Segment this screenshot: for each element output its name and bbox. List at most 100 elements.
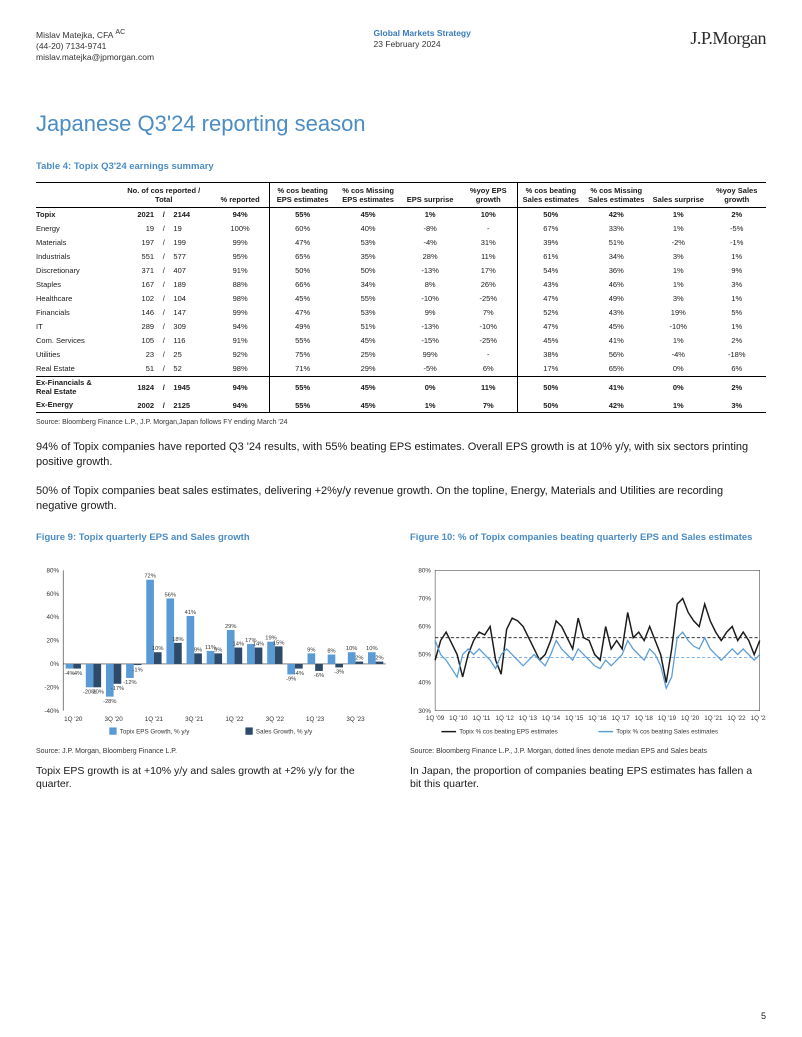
svg-text:10%: 10% [152,646,164,652]
svg-text:3Q '21: 3Q '21 [185,716,204,723]
figure-9-title: Figure 9: Topix quarterly EPS and Sales … [36,532,392,556]
svg-text:1Q '19: 1Q '19 [658,715,677,722]
svg-text:3Q '20: 3Q '20 [104,716,123,723]
col-sales-surprise: Sales surprise [649,182,707,207]
svg-text:-4%: -4% [294,671,304,677]
svg-text:-6%: -6% [314,673,324,679]
page-header: Mislav Matejka, CFA AC (44-20) 7134-9741… [36,28,766,63]
table-row: Industrials551/57795%65%35%28%11%61%34%3… [36,250,766,264]
paragraph-1: 94% of Topix companies have reported Q3 … [36,440,766,470]
svg-text:1Q '22: 1Q '22 [727,715,746,722]
svg-text:1Q '17: 1Q '17 [611,715,630,722]
svg-text:2%: 2% [375,655,383,661]
header-author-block: Mislav Matejka, CFA AC (44-20) 7134-9741… [36,28,154,63]
svg-text:1Q '23: 1Q '23 [306,716,325,723]
svg-text:18%: 18% [172,637,184,643]
svg-text:-12%: -12% [123,680,136,686]
svg-text:-3%: -3% [334,670,344,676]
col-yoy-eps: %yoy EPS growth [459,182,517,207]
svg-text:14%: 14% [233,641,245,647]
page-title: Japanese Q3'24 reporting season [36,111,766,137]
svg-text:Topix EPS Growth, % y/y: Topix EPS Growth, % y/y [120,729,191,736]
table4-earnings: No. of cos reported / Total % reported %… [36,182,766,414]
col-miss-eps: % cos Missing EPS estimates [335,182,401,207]
figure-9-caption: Topix EPS growth is at +10% y/y and sale… [36,765,392,792]
header-strategy-block: Global Markets Strategy 23 February 2024 [374,28,471,50]
svg-text:-4%: -4% [72,671,82,677]
svg-text:3Q '23: 3Q '23 [346,716,365,723]
col-eps-surprise: EPS surprise [401,182,459,207]
svg-text:60%: 60% [46,591,59,598]
table4-body: Topix2021/214494%55%45%1%10%50%42%1%2%En… [36,207,766,376]
svg-text:0%: 0% [50,661,59,668]
table-row: Financials146/14799%47%53%9%7%52%43%19%5… [36,306,766,320]
svg-text:40%: 40% [46,614,59,621]
figure-10-source: Source: Bloomberg Finance L.P., J.P. Mor… [410,748,766,755]
author-email: mislav.matejka@jpmorgan.com [36,52,154,63]
svg-text:1Q '12: 1Q '12 [496,715,515,722]
svg-text:9%: 9% [194,647,202,653]
svg-text:1Q '14: 1Q '14 [542,715,561,722]
svg-text:1Q '18: 1Q '18 [635,715,654,722]
svg-text:41%: 41% [185,610,197,616]
svg-text:Topix % cos beating EPS estima: Topix % cos beating EPS estimates [459,729,558,736]
figures-row: Figure 9: Topix quarterly EPS and Sales … [36,532,766,792]
col-beat-sales: % cos beating Sales estimates [518,182,584,207]
svg-text:70%: 70% [418,595,431,602]
svg-text:-20%: -20% [91,689,104,695]
table4-title: Table 4: Topix Q3'24 earnings summary [36,161,766,172]
table-footer-row: Ex-Energy2002/212594%55%45%1%7%50%42%1%3… [36,398,766,413]
col-miss-sales: % cos Missing Sales estimates [583,182,649,207]
svg-text:50%: 50% [418,651,431,658]
svg-text:1Q '21: 1Q '21 [704,715,723,722]
svg-text:9%: 9% [214,647,222,653]
svg-text:1Q '10: 1Q '10 [449,715,468,722]
svg-text:Topix % cos beating Sales esti: Topix % cos beating Sales estimates [616,729,718,736]
svg-text:1Q '20: 1Q '20 [681,715,700,722]
svg-text:80%: 80% [418,567,431,574]
svg-text:-9%: -9% [286,677,296,683]
table4-source: Source: Bloomberg Finance L.P., J.P. Mor… [36,419,766,426]
figure-9: Figure 9: Topix quarterly EPS and Sales … [36,532,392,792]
svg-text:2%: 2% [355,655,363,661]
svg-text:1Q '15: 1Q '15 [565,715,584,722]
svg-text:1Q '16: 1Q '16 [588,715,607,722]
col-pct-reported: % reported [211,182,269,207]
table-footer-row: Ex-Financials &Real Estate1824/194594%55… [36,376,766,398]
table-row: Com. Services105/11691%55%45%-15%-25%45%… [36,334,766,348]
col-no-of-cos: No. of cos reported / Total [116,182,211,207]
table4-footer: Ex-Financials &Real Estate1824/194594%55… [36,376,766,413]
paragraph-2: 50% of Topix companies beat sales estima… [36,484,766,514]
figure-10: Figure 10: % of Topix companies beating … [410,532,766,792]
figure-9-source: Source: J.P. Morgan, Bloomberg Finance L… [36,748,392,755]
svg-text:-28%: -28% [103,699,116,705]
svg-text:29%: 29% [225,624,237,630]
svg-text:-17%: -17% [111,686,124,692]
svg-text:1Q '11: 1Q '11 [473,715,491,722]
svg-text:3Q '22: 3Q '22 [266,716,285,723]
col-yoy-sales: %yoy Sales growth [707,182,766,207]
col-beat-eps: % cos beating EPS estimates [270,182,336,207]
figure-10-caption: In Japan, the proportion of companies be… [410,765,766,792]
svg-text:1Q '21: 1Q '21 [145,716,164,723]
svg-text:60%: 60% [418,623,431,630]
svg-text:8%: 8% [327,648,335,654]
svg-text:10%: 10% [366,646,378,652]
figure-9-chart: -40%-20%0%20%40%60%80%-4%-4%1Q '20-20%-2… [36,562,392,740]
svg-text:80%: 80% [46,567,59,574]
table-row: Utilities23/2592%75%25%99%-38%56%-4%-18% [36,348,766,362]
svg-text:1Q '13: 1Q '13 [519,715,538,722]
svg-text:15%: 15% [273,640,285,646]
table4-head: No. of cos reported / Total % reported %… [36,182,766,207]
page-number: 5 [761,1011,766,1021]
report-date: 23 February 2024 [374,39,471,50]
svg-text:1Q '20: 1Q '20 [64,716,83,723]
author-sup: AC [115,28,125,36]
svg-text:-40%: -40% [44,708,59,715]
svg-text:Sales Growth, % y/y: Sales Growth, % y/y [256,729,313,736]
table-row: Staples167/18988%66%34%8%26%43%46%1%3% [36,278,766,292]
table-row: Real Estate51/5298%71%29%-5%6%17%65%0%6% [36,362,766,377]
svg-text:-1%: -1% [132,667,142,673]
svg-text:20%: 20% [46,637,59,644]
table-row: Topix2021/214494%55%45%1%10%50%42%1%2% [36,207,766,222]
